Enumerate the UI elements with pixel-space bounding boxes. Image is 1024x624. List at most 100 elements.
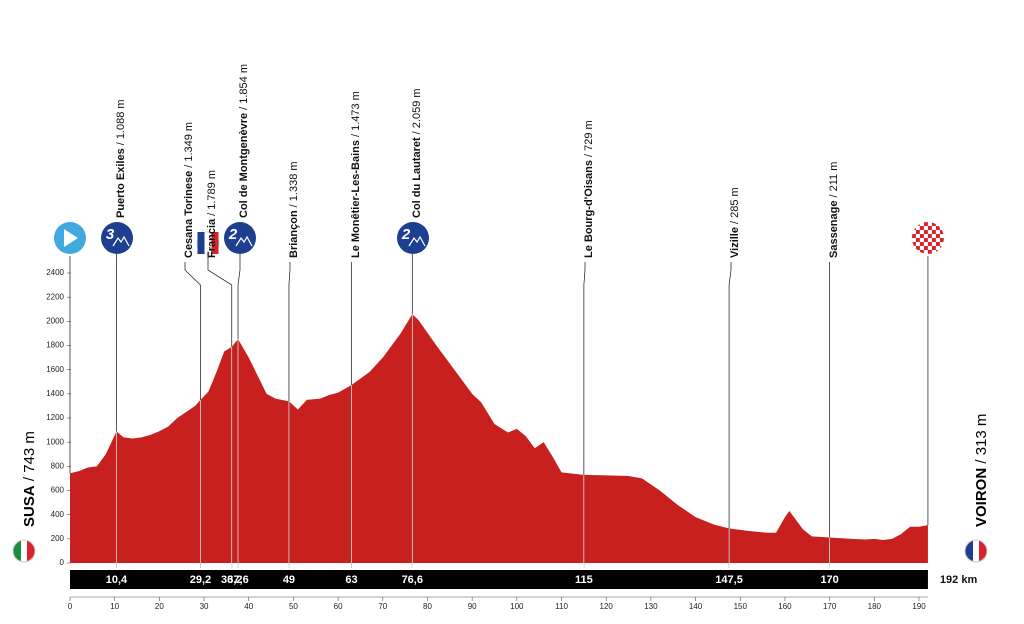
km-label: 63 [345, 574, 357, 586]
start-elevation: / 743 m [21, 431, 38, 481]
waypoint-elevation: / 285 m [729, 187, 741, 224]
checker [939, 238, 944, 242]
x-tick-label: 180 [868, 602, 882, 611]
checker [927, 234, 932, 238]
checker [915, 242, 920, 246]
y-tick-label: 1200 [46, 413, 64, 422]
checker [911, 222, 916, 226]
checker [911, 230, 916, 234]
x-tick-label: 20 [155, 602, 164, 611]
x-tick-label: 110 [555, 602, 568, 611]
checker [931, 222, 936, 226]
x-tick-label: 70 [378, 602, 387, 611]
checker [931, 246, 936, 250]
start-label: SUSA / 743 m [21, 431, 38, 527]
checker [919, 234, 924, 238]
x-tick-label: 100 [510, 602, 524, 611]
checker [939, 230, 944, 234]
checker [927, 246, 932, 250]
finish-name: VOIRON [973, 468, 990, 527]
checker [915, 234, 920, 238]
y-tick-label: 0 [60, 558, 65, 567]
x-tick-label: 140 [689, 602, 703, 611]
checker [915, 230, 920, 234]
checker [919, 222, 924, 226]
checker [931, 230, 936, 234]
y-tick-label: 1600 [46, 365, 64, 374]
waypoint-label: Briançon / 1.338 m [288, 161, 300, 258]
checker [923, 222, 928, 226]
waypoint-name: Col de Montgenèvre [238, 113, 250, 218]
x-tick-label: 170 [823, 602, 837, 611]
waypoint-name: Briançon [288, 210, 300, 258]
checker [911, 238, 916, 242]
checker [911, 250, 916, 254]
checker [935, 230, 940, 234]
y-tick-label: 2400 [46, 268, 64, 277]
waypoint-name: Le Bourg-d'Oisans [583, 160, 595, 258]
checker [919, 242, 924, 246]
km-label: 49 [283, 574, 295, 586]
x-tick-label: 130 [644, 602, 658, 611]
checker [935, 242, 940, 246]
waypoint-label: Col de Montgenèvre / 1.854 m [238, 64, 250, 218]
checker [923, 246, 928, 250]
waypoint-line [728, 262, 732, 568]
waypoint-elevation: / 2.059 m [411, 88, 423, 134]
finish-icon [911, 222, 944, 254]
waypoint-elevation: / 1.473 m [350, 91, 362, 137]
y-tick-label: 1400 [46, 389, 64, 398]
x-tick-label: 190 [912, 602, 926, 611]
x-tick-label: 160 [778, 602, 792, 611]
climb-category: 3 [106, 226, 115, 243]
waypoint-elevation: / 1.349 m [183, 122, 195, 168]
checker [931, 238, 936, 242]
checker [935, 250, 940, 254]
waypoint-elevation: / 211 m [828, 162, 840, 198]
checker [935, 246, 940, 250]
checker [927, 238, 932, 242]
checker [923, 226, 928, 230]
checker [931, 250, 936, 254]
x-tick-label: 40 [244, 602, 253, 611]
start-icon [54, 222, 86, 254]
waypoint-label: Vizille / 285 m [729, 187, 741, 258]
elevation-area [70, 314, 928, 563]
checker [939, 250, 944, 254]
x-tick-label: 10 [110, 602, 119, 611]
checker [915, 222, 920, 226]
climb-badge [101, 222, 133, 254]
checker [927, 242, 932, 246]
checker [939, 226, 944, 230]
checker [915, 246, 920, 250]
checker [911, 246, 916, 250]
checker [939, 242, 944, 246]
km-label: 29,2 [190, 574, 211, 586]
y-tick-label: 600 [51, 486, 65, 495]
waypoint-label: Sassenage / 211 m [828, 162, 840, 258]
waypoint-name: Francia [206, 218, 218, 258]
waypoint-name: Col du Lautaret [411, 137, 423, 218]
checker [935, 226, 940, 230]
flag-france [196, 231, 220, 255]
x-tick-label: 150 [734, 602, 748, 611]
checker [911, 234, 916, 238]
km-label: 36,2 [221, 574, 242, 586]
y-tick-label: 400 [51, 510, 65, 519]
mountain-icon [235, 235, 253, 247]
waypoint-label: Le Monêtier-Les-Bains / 1.473 m [350, 91, 362, 258]
checker [919, 226, 924, 230]
y-tick-label: 1800 [46, 341, 64, 350]
waypoint-label: Col du Lautaret / 2.059 m [411, 88, 423, 218]
x-tick-label: 120 [600, 602, 614, 611]
distance-bar [70, 570, 928, 589]
waypoint-elevation: / 1.789 m [206, 170, 218, 216]
checker [927, 226, 932, 230]
checker [935, 222, 940, 226]
flag-italy [12, 539, 36, 563]
climb-category: 2 [401, 226, 411, 243]
checker [939, 234, 944, 238]
checker [923, 230, 928, 234]
km-label: 37,6 [227, 574, 248, 586]
